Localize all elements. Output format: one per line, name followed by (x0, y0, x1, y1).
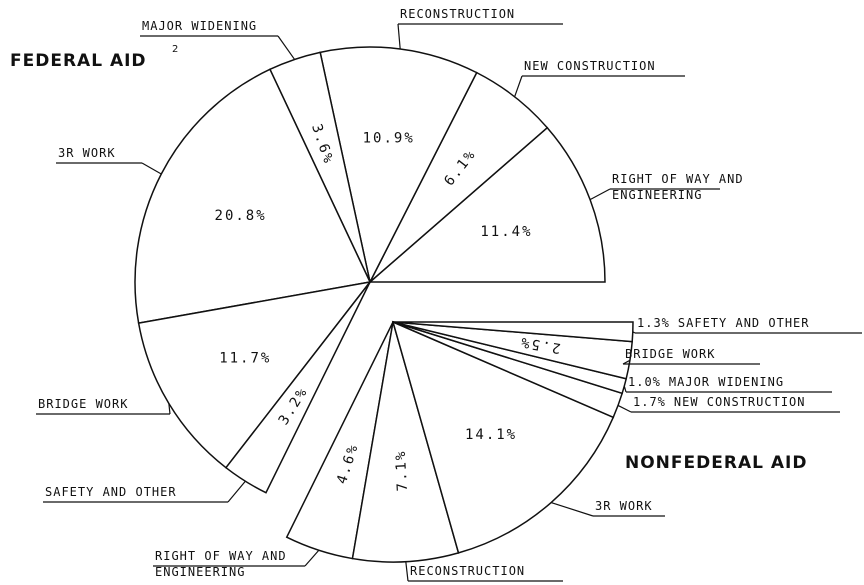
leader-line (632, 331, 636, 334)
value-label: 1.0% (628, 375, 661, 389)
slice-label: NEW CONSTRUCTION (674, 395, 806, 409)
wedge (134, 68, 372, 324)
slice-label: RIGHT OF WAY AND (612, 172, 744, 186)
slice-label: ENGINEERING (155, 565, 245, 579)
leader-line (622, 359, 631, 365)
wedge (319, 46, 478, 285)
slice-label: NEW CONSTRUCTION (524, 59, 656, 73)
value-label: 11.4% (480, 224, 532, 240)
value-label: 2.5% (518, 334, 562, 356)
leader-line (589, 188, 611, 201)
slice-label: MAJOR WIDENING (142, 19, 257, 33)
value-label: 7.1% (393, 449, 411, 492)
leader-line (617, 404, 632, 413)
value-label: 10.9% (363, 131, 415, 147)
leader-line (405, 561, 409, 582)
leader-line (397, 23, 401, 49)
slice-label: RECONSTRUCTION (410, 564, 525, 578)
leader-line (514, 75, 523, 97)
slice-label: BRIDGE WORK (38, 397, 128, 411)
slice-label: 3R WORK (58, 146, 116, 160)
slice-label: RIGHT OF WAY AND (155, 549, 287, 563)
wedge (224, 281, 371, 494)
wedge (137, 280, 372, 469)
slice-label: ENGINEERING (612, 188, 702, 202)
value-label: 14.1% (465, 427, 517, 443)
group-title: NONFEDERAL AID (625, 453, 807, 473)
wedge (391, 320, 615, 554)
value-label: 20.8% (215, 208, 267, 224)
leader-line (141, 162, 162, 175)
slice-label: 3R WORK (595, 499, 653, 513)
wedge (351, 321, 460, 563)
leader-line (304, 549, 320, 567)
slice-label: BRIDGE WORK (625, 347, 715, 361)
footnote-marker: 2 (172, 44, 179, 55)
group-title: FEDERAL AID (10, 51, 147, 71)
leader-line (550, 501, 594, 517)
value-label: 11.7% (219, 350, 271, 366)
value-label: 1.7% (633, 395, 666, 409)
leader-line (623, 385, 627, 393)
leader-line (277, 35, 296, 60)
slice-label: RECONSTRUCTION (400, 7, 515, 21)
slice-label: SAFETY AND OTHER (678, 316, 810, 330)
slice-label: MAJOR WIDENING (669, 375, 784, 389)
leader-line (227, 480, 246, 503)
slice-label: SAFETY AND OTHER (45, 485, 177, 499)
leader-line (168, 403, 171, 415)
value-label: 1.3% (637, 316, 670, 330)
